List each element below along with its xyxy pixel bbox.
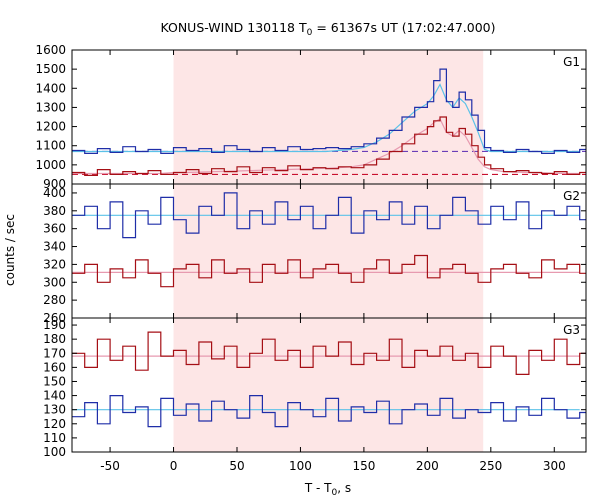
y-tick-label: 1500 bbox=[35, 62, 66, 76]
y-tick-label: 110 bbox=[43, 431, 66, 445]
y-tick-label: 190 bbox=[43, 318, 66, 332]
series-histogram-red bbox=[72, 254, 586, 288]
chart-panels: 9001000110012001300140015001600G12602803… bbox=[35, 43, 587, 473]
y-tick-label: 1600 bbox=[35, 43, 66, 57]
x-tick-label: 50 bbox=[229, 459, 244, 473]
y-tick-label: 360 bbox=[43, 222, 66, 236]
series-histogram-red bbox=[72, 331, 586, 375]
panel-g1: 900 1000 1100 1200 1300 1400 1500 1600 G1 bbox=[35, 43, 587, 191]
panel-label: G3 bbox=[563, 323, 580, 337]
model-line-blue bbox=[72, 83, 580, 153]
y-tick-label: 1100 bbox=[35, 139, 66, 153]
x-tick-label: 300 bbox=[543, 459, 566, 473]
y-tick-label: 170 bbox=[43, 346, 66, 360]
y-tick-label: 1000 bbox=[35, 158, 66, 172]
x-tick-label: -50 bbox=[100, 459, 120, 473]
x-tick-label: 100 bbox=[289, 459, 312, 473]
series-histogram-blue bbox=[72, 68, 586, 154]
y-tick-label: 280 bbox=[43, 293, 66, 307]
y-tick-label: 1400 bbox=[35, 81, 66, 95]
y-tick-label: 130 bbox=[43, 403, 66, 417]
y-tick-label: 1300 bbox=[35, 100, 66, 114]
y-tick-label: 260 bbox=[43, 311, 66, 325]
y-tick-label: 320 bbox=[43, 257, 66, 271]
y-axis-label: counts / sec bbox=[3, 214, 17, 286]
y-tick-label: 400 bbox=[43, 186, 66, 200]
x-tick-label: 200 bbox=[416, 459, 439, 473]
x-tick-label: 250 bbox=[479, 459, 502, 473]
x-tick-label: 0 bbox=[170, 459, 178, 473]
y-tick-label: 150 bbox=[43, 374, 66, 388]
y-tick-label: 340 bbox=[43, 240, 66, 254]
panel-label: G1 bbox=[563, 55, 580, 69]
y-tick-label: 300 bbox=[43, 275, 66, 289]
series-histogram-red bbox=[72, 116, 586, 176]
series-histogram-blue bbox=[72, 395, 586, 428]
x-tick-label: 150 bbox=[352, 459, 375, 473]
model-line-red bbox=[72, 118, 580, 175]
y-tick-label: 120 bbox=[43, 417, 66, 431]
highlight-interval bbox=[173, 50, 484, 452]
y-tick-label: 100 bbox=[43, 445, 66, 459]
y-tick-label: 380 bbox=[43, 204, 66, 218]
panel-frame bbox=[71, 317, 587, 453]
y-tick-label: 900 bbox=[43, 177, 66, 191]
x-axis-label: T - T0, s bbox=[304, 481, 351, 498]
y-tick-label: 1200 bbox=[35, 120, 66, 134]
panel-g2: 260 280 300 320 340 360 380 400 G2 bbox=[43, 183, 587, 325]
series-histogram-blue bbox=[72, 192, 586, 239]
panel-label: G2 bbox=[563, 189, 580, 203]
y-tick-label: 160 bbox=[43, 360, 66, 374]
chart-title: KONUS-WIND 130118 T0 = 61367s UT (17:02:… bbox=[160, 20, 495, 38]
y-tick-label: 180 bbox=[43, 332, 66, 346]
y-tick-label: 140 bbox=[43, 389, 66, 403]
